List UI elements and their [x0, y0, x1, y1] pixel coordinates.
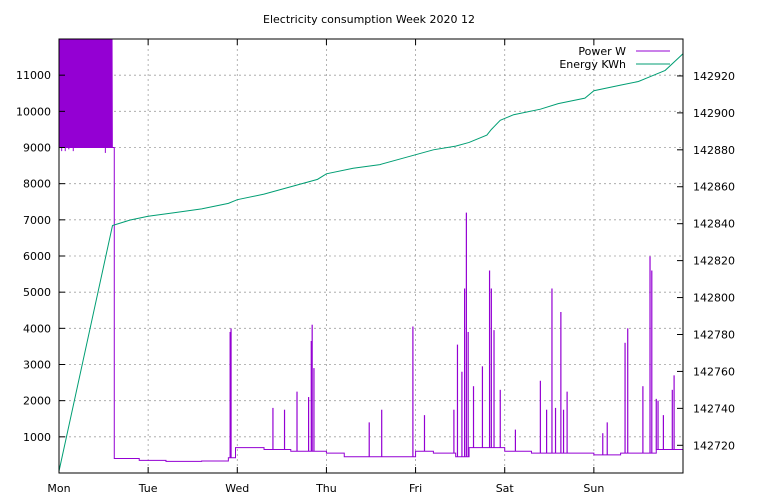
power-line [59, 147, 683, 462]
legend: Power W Energy KWh [559, 45, 670, 71]
energy-line [58, 53, 684, 472]
y-left-tick-label: 3000 [23, 359, 51, 372]
y-right-tick-label: 142800 [693, 292, 735, 305]
y-right-tick-label: 142880 [693, 144, 735, 157]
y-left-tick-label: 2000 [23, 395, 51, 408]
legend-label-energy-kwh: Energy KWh [559, 58, 626, 71]
x-tick-label: Sun [583, 482, 604, 495]
x-tick-label: Fri [409, 482, 422, 495]
power-monday-block [58, 38, 113, 148]
y-right-tick-label: 142860 [693, 181, 735, 194]
series-energy-kwh [58, 53, 684, 472]
x-tick-label: Mon [47, 482, 70, 495]
y-left-tick-label: 6000 [23, 250, 51, 263]
y-left-tick-label: 1000 [23, 431, 51, 444]
chart-title: Electricity consumption Week 2020 12 [263, 13, 475, 26]
y-left-tick-label: 11000 [16, 69, 51, 82]
y-left-tick-label: 9000 [23, 142, 51, 155]
y-left-tick-label: 7000 [23, 214, 51, 227]
x-tick-label: Tue [138, 482, 158, 495]
y-right-tick-label: 142900 [693, 107, 735, 120]
series-power-w [58, 38, 683, 462]
grid [59, 39, 683, 473]
y-left-tick-label: 8000 [23, 178, 51, 191]
y-right-tick-label: 142760 [693, 365, 735, 378]
y-right-tick-label: 142920 [693, 70, 735, 83]
x-tick-label: Sat [496, 482, 515, 495]
y-left-tick-label: 4000 [23, 322, 51, 335]
x-tick-label: Thu [315, 482, 337, 495]
y-right-tick-label: 142720 [693, 439, 735, 452]
legend-label-power-w: Power W [578, 45, 626, 58]
y-right-tick-label: 142780 [693, 328, 735, 341]
axes: 1000 2000 3000 4000 5000 6000 7000 8000 9000 1000… [16, 39, 735, 495]
x-tick-label: Wed [225, 482, 249, 495]
y-left-tick-label: 10000 [16, 105, 51, 118]
y-right-tick-label: 142840 [693, 218, 735, 231]
y-right-tick-label: 142740 [693, 402, 735, 415]
y-right-tick-label: 142820 [693, 255, 735, 268]
y-left-tick-label: 5000 [23, 286, 51, 299]
